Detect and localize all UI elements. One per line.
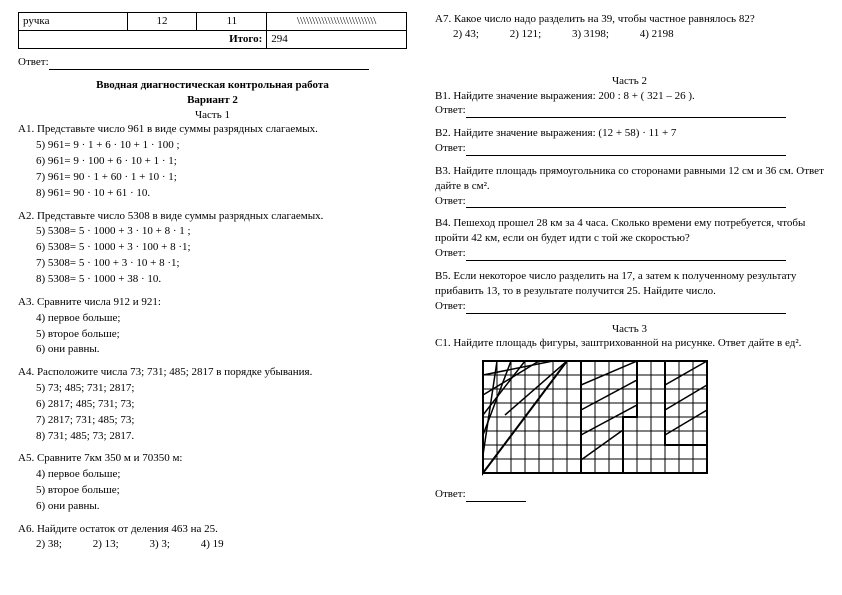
answer-label: Ответ: — [18, 56, 49, 68]
question-a6: А6. Найдите остаток от деления 463 на 25… — [18, 522, 407, 552]
opt: 7) 2817; 731; 485; 73; — [36, 413, 407, 428]
q-text: А3. Сравните числа 912 и 921: — [18, 295, 407, 310]
title-part3: Часть 3 — [435, 322, 824, 337]
cell-label: ручка — [19, 13, 128, 31]
q-text: А7. Какое число надо разделить на 39, чт… — [435, 12, 824, 27]
q-text: А5. Сравните 7км 350 м и 70350 м: — [18, 451, 407, 466]
question-b1: В1. Найдите значение выражения: 200 : 8 … — [435, 89, 824, 119]
opt: 2) 13; — [93, 538, 119, 550]
question-b2: В2. Найдите значение выражения: (12 + 58… — [435, 126, 824, 156]
opt: 4) первое больше; — [36, 467, 407, 482]
cell-c3: \\\\\\\\\\\\\\\\\\\\\\\\\\ — [267, 13, 407, 31]
opt: 2) 121; — [510, 28, 541, 40]
opt: 7) 961= 90 · 1 + 60 · 1 + 10 · 1; — [36, 170, 407, 185]
question-b5: В5. Если некоторое число разделить на 17… — [435, 269, 824, 314]
opt: 6) 5308= 5 · 1000 + 3 · 100 + 8 ·1; — [36, 240, 407, 255]
header-table: ручка 12 11 \\\\\\\\\\\\\\\\\\\\\\\\\\ И… — [18, 12, 407, 49]
opt: 2) 43; — [453, 28, 479, 40]
opt: 2) 38; — [36, 538, 62, 550]
q-text: А2. Представьте число 5308 в виде суммы … — [18, 209, 407, 224]
opt: 8) 961= 90 · 10 + 61 · 10. — [36, 186, 407, 201]
answer-blank — [49, 58, 369, 70]
question-a5: А5. Сравните 7км 350 м и 70350 м: 4) пер… — [18, 451, 407, 513]
question-a1: А1. Представьте число 961 в виде суммы р… — [18, 122, 407, 200]
cell-total-label: Итого: — [19, 31, 267, 49]
title-part2: Часть 2 — [435, 74, 824, 89]
opt: 4) 19 — [201, 538, 224, 550]
q-text: В1. Найдите значение выражения: 200 : 8 … — [435, 89, 824, 104]
question-a7: А7. Какое число надо разделить на 39, чт… — [435, 12, 824, 42]
opt: 5) 961= 9 · 1 + 6 · 10 + 1 · 100 ; — [36, 138, 407, 153]
q-text: В4. Пешеход прошел 28 км за 4 часа. Скол… — [435, 216, 824, 246]
left-column: ручка 12 11 \\\\\\\\\\\\\\\\\\\\\\\\\\ И… — [18, 12, 407, 559]
question-c1: С1. Найдите площадь фигуры, заштрихованн… — [435, 336, 824, 502]
opt: 3) 3; — [149, 538, 169, 550]
opt: 4) 2198 — [640, 28, 674, 40]
answer-label: Ответ: — [435, 247, 466, 259]
answer-blank — [466, 196, 786, 208]
answer-blank — [466, 302, 786, 314]
cell-c1: 12 — [127, 13, 197, 31]
opt: 4) первое больше; — [36, 311, 407, 326]
answer-label: Ответ: — [435, 300, 466, 312]
question-b3: В3. Найдите площадь прямоугольника со ст… — [435, 164, 824, 209]
answer-label: Ответ: — [435, 142, 466, 154]
opt: 6) 961= 9 · 100 + 6 · 10 + 1 · 1; — [36, 154, 407, 169]
answer-blank — [466, 249, 786, 261]
opt: 5) 5308= 5 · 1000 + 3 · 10 + 8 · 1 ; — [36, 224, 407, 239]
opt: 6) они равны. — [36, 499, 407, 514]
opt: 8) 5308= 5 · 1000 + 38 · 10. — [36, 272, 407, 287]
q-text: А6. Найдите остаток от деления 463 на 25… — [18, 522, 407, 537]
opt: 5) второе больше; — [36, 483, 407, 498]
title-part1: Часть 1 — [18, 108, 407, 123]
q-text: А4. Расположите числа 73; 731; 485; 2817… — [18, 365, 407, 380]
answer-blank — [466, 144, 786, 156]
opt: 8) 731; 485; 73; 2817. — [36, 429, 407, 444]
question-a2: А2. Представьте число 5308 в виде суммы … — [18, 209, 407, 287]
title-main: Вводная диагностическая контрольная рабо… — [18, 78, 407, 93]
question-a4: А4. Расположите числа 73; 731; 485; 2817… — [18, 365, 407, 443]
answer-label: Ответ: — [435, 488, 466, 500]
figure-c1 — [475, 355, 715, 483]
cell-total-value: 294 — [267, 31, 407, 49]
title-variant: Вариант 2 — [18, 93, 407, 108]
q-text: В2. Найдите значение выражения: (12 + 58… — [435, 126, 824, 141]
opt: 6) они равны. — [36, 342, 407, 357]
answer-row: Ответ: — [18, 55, 407, 70]
answer-label: Ответ: — [435, 195, 466, 207]
answer-blank — [466, 490, 526, 502]
question-b4: В4. Пешеход прошел 28 км за 4 часа. Скол… — [435, 216, 824, 261]
q-text: А1. Представьте число 961 в виде суммы р… — [18, 122, 407, 137]
opt: 5) второе больше; — [36, 327, 407, 342]
answer-label: Ответ: — [435, 104, 466, 116]
q-text: В3. Найдите площадь прямоугольника со ст… — [435, 164, 824, 194]
opt: 5) 73; 485; 731; 2817; — [36, 381, 407, 396]
q-text: В5. Если некоторое число разделить на 17… — [435, 269, 824, 299]
opt: 7) 5308= 5 · 100 + 3 · 10 + 8 ·1; — [36, 256, 407, 271]
right-column: А7. Какое число надо разделить на 39, чт… — [435, 12, 824, 559]
opt: 6) 2817; 485; 731; 73; — [36, 397, 407, 412]
q-text: С1. Найдите площадь фигуры, заштрихованн… — [435, 336, 824, 351]
question-a3: А3. Сравните числа 912 и 921: 4) первое … — [18, 295, 407, 357]
opt: 3) 3198; — [572, 28, 609, 40]
answer-blank — [466, 106, 786, 118]
cell-c2: 11 — [197, 13, 267, 31]
